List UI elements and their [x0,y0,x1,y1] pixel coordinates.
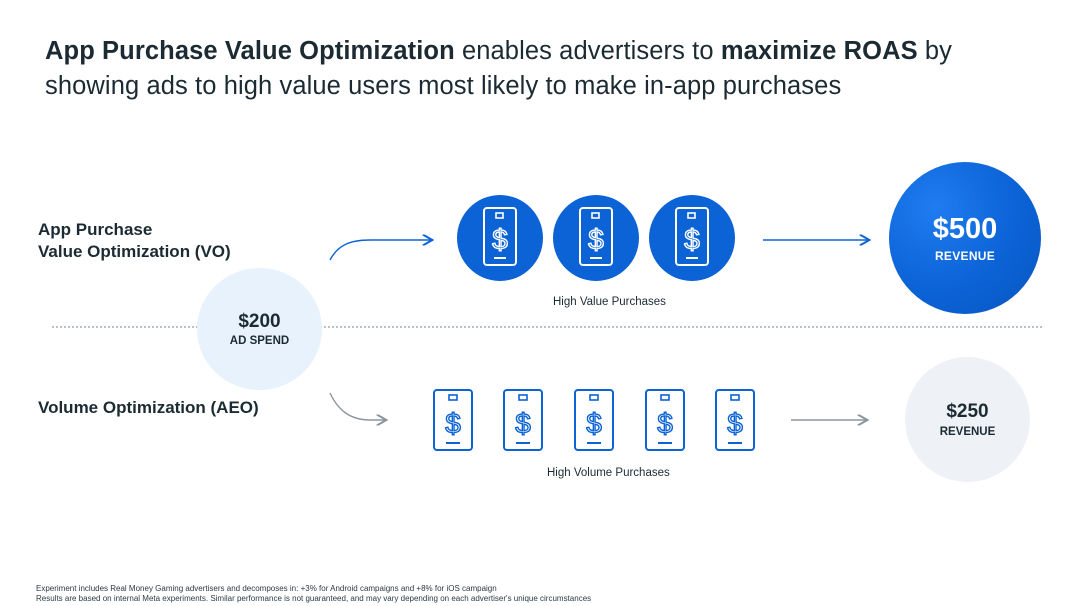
divider-line [52,326,1042,328]
phone-dollar-icon: $ [715,389,755,451]
high-volume-purchase-3: $ [574,389,614,451]
phone-dollar-icon: $ [675,207,709,266]
high-volume-purchase-2: $ [503,389,543,451]
phone-dollar-icon: $ [579,207,613,266]
high-volume-purchase-4: $ [645,389,685,451]
svg-text:$: $ [588,224,604,255]
headline: App Purchase Value Optimization enables … [45,34,1045,104]
high-volume-purchase-5: $ [715,389,755,451]
svg-text:$: $ [515,408,531,439]
ad-spend-amount: $200 [238,311,281,332]
footnote-line2: Results are based on internal Meta exper… [36,594,592,603]
headline-text-4: by showing ads to high value users most … [45,37,953,100]
ad-spend-circle: $200 AD SPEND [197,268,322,390]
high-value-purchase-2: $ [553,195,639,281]
phone-dollar-icon: $ [574,389,614,451]
phone-dollar-icon: $ [433,389,473,451]
vo-revenue-circle: $500 REVENUE [889,162,1041,314]
vo-revenue-label: REVENUE [934,249,996,263]
headline-bold-1: App Purchase Value Optimization [45,37,455,65]
svg-text:$: $ [657,408,673,439]
vo-label-line1: App Purchase [38,220,153,239]
vo-curve-arrow [329,240,431,261]
svg-text:$: $ [727,408,743,439]
high-volume-purchase-1: $ [433,389,473,451]
vo-revenue-amount: $500 [932,213,998,245]
high-value-purchase-1: $ [457,195,543,281]
footnote: Experiment includes Real Money Gaming ad… [36,584,591,604]
vo-row-label: App Purchase Value Optimization (VO) [38,219,231,263]
high-value-purchase-3: $ [649,195,735,281]
svg-text:$: $ [492,224,508,255]
headline-text-2: enables advertisers to [454,37,721,65]
aeo-row-label: Volume Optimization (AEO) [38,398,259,417]
phone-dollar-icon: $ [645,389,685,451]
phone-dollar-icon: $ [483,207,517,266]
phone-dollar-icon: $ [503,389,543,451]
ad-spend-label: AD SPEND [229,335,290,347]
high-value-caption: High Value Purchases [553,296,666,308]
svg-text:$: $ [684,224,700,255]
footnote-line1: Experiment includes Real Money Gaming ad… [36,584,497,593]
high-volume-caption: High Volume Purchases [547,467,670,479]
headline-bold-3: maximize ROAS [720,37,918,65]
aeo-revenue-circle: $250 REVENUE [905,357,1030,482]
aeo-curve-arrow [329,392,385,420]
svg-text:$: $ [586,408,602,439]
vo-label-line2: Value Optimization (VO) [38,242,231,261]
aeo-revenue-amount: $250 [946,401,989,422]
svg-text:$: $ [445,408,461,439]
aeo-revenue-label: REVENUE [939,426,996,438]
